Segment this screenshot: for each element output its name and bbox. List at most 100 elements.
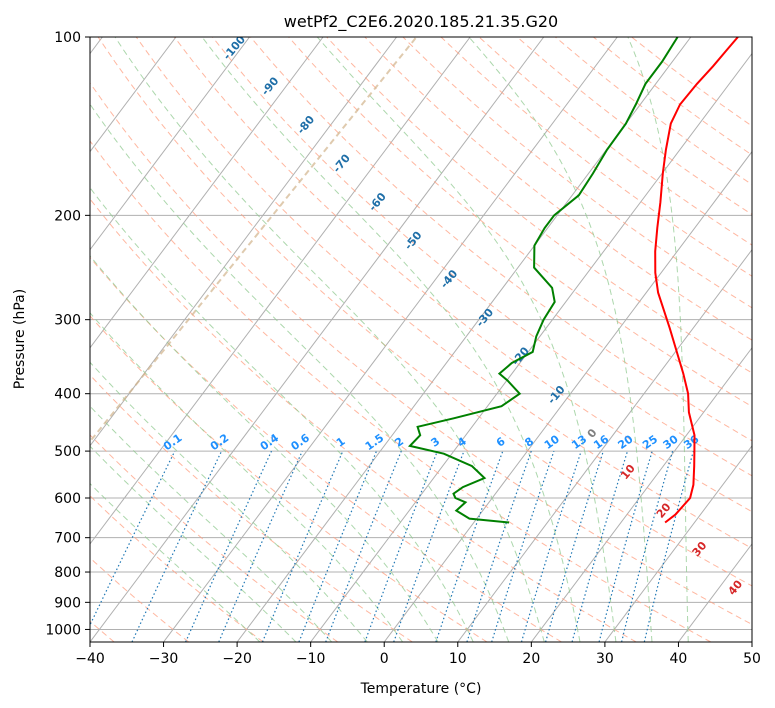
mixing-ratio-label: 30 bbox=[661, 432, 681, 452]
moist-adiabat-line bbox=[90, 255, 439, 642]
mixing-ratio-line bbox=[545, 450, 604, 642]
isotherm-line bbox=[90, 37, 177, 153]
mixing-ratio-label: 2 bbox=[392, 435, 406, 450]
x-tick-label: 50 bbox=[743, 651, 761, 667]
dry-adiabat-label: -70 bbox=[330, 151, 353, 175]
dry-adiabat-line bbox=[90, 434, 339, 642]
mixing-ratio-line bbox=[621, 450, 674, 642]
moist-adiabat-line bbox=[468, 37, 653, 642]
mixing-ratio-line bbox=[598, 450, 653, 642]
mixing-ratio-label: 10 bbox=[542, 432, 562, 452]
x-tick-label: −30 bbox=[149, 651, 179, 667]
mixing-ratio-label: 20 bbox=[616, 432, 636, 452]
isotherm-line bbox=[163, 37, 618, 642]
isotherm-line bbox=[90, 37, 398, 447]
dry-adiabat-line bbox=[173, 37, 752, 513]
dry-adiabat-line bbox=[288, 37, 752, 408]
isotherm-line bbox=[383, 150, 752, 642]
isotherm-line bbox=[530, 346, 752, 642]
dry-adiabat-label: 10 bbox=[618, 462, 638, 482]
x-tick-label: 0 bbox=[380, 651, 389, 667]
reference-curve bbox=[90, 37, 418, 444]
moist-adiabat-line bbox=[90, 482, 261, 642]
mixing-ratio-label: 6 bbox=[494, 435, 508, 450]
dry-adiabat-line bbox=[516, 37, 752, 216]
mixing-ratio-line bbox=[364, 450, 438, 642]
mixing-ratio-line bbox=[393, 450, 465, 642]
mixing-ratio-label: 1 bbox=[334, 435, 348, 450]
mixing-ratio-label: 0.2 bbox=[208, 431, 231, 453]
x-tick-label: −40 bbox=[75, 651, 105, 667]
chart-title: wetPf2_C2E6.2020.185.21.35.G20 bbox=[284, 12, 558, 32]
dewpoint-profile bbox=[407, 37, 679, 524]
mixing-ratio-line bbox=[491, 450, 555, 642]
dry-adiabat-label: -20 bbox=[509, 344, 532, 368]
dry-adiabat-label: -40 bbox=[438, 267, 461, 291]
dry-adiabat-label: -80 bbox=[295, 113, 318, 137]
dry-adiabat-label: -90 bbox=[259, 74, 282, 98]
dry-adiabat-label: 30 bbox=[690, 539, 710, 559]
x-tick-label: −10 bbox=[296, 651, 326, 667]
y-axis-title: Pressure (hPa) bbox=[12, 289, 28, 389]
moist-adiabat-line bbox=[114, 37, 545, 642]
mixing-ratio-label: 25 bbox=[640, 433, 660, 452]
mixing-ratio-line bbox=[466, 450, 532, 642]
x-tick-label: 30 bbox=[596, 651, 614, 667]
dry-adiabat-line bbox=[212, 37, 752, 477]
dry-adiabat-line bbox=[135, 37, 752, 549]
dry-adiabat-label: -30 bbox=[473, 306, 496, 330]
moist-adiabat-line bbox=[201, 37, 581, 642]
moist-adiabat-line bbox=[316, 37, 617, 642]
dry-adiabat-label: -60 bbox=[366, 190, 389, 214]
moist-adiabat-line bbox=[627, 37, 689, 642]
mixing-ratio-line bbox=[520, 450, 582, 642]
isotherm-line bbox=[90, 37, 324, 349]
x-tick-label: 20 bbox=[522, 651, 540, 667]
isotherm-line bbox=[90, 37, 545, 642]
y-tick-label: 700 bbox=[54, 531, 81, 547]
isotherm-line bbox=[457, 248, 752, 642]
y-tick-label: 900 bbox=[54, 595, 81, 611]
isotherm-line bbox=[604, 445, 752, 642]
moist-adiabat-line bbox=[90, 361, 368, 642]
moist-adiabat-line bbox=[90, 186, 474, 642]
y-tick-label: 100 bbox=[54, 30, 81, 46]
mixing-ratio-line bbox=[185, 450, 273, 642]
y-tick-label: 600 bbox=[54, 491, 81, 507]
y-tick-label: 800 bbox=[54, 565, 81, 581]
dry-adiabat-line bbox=[402, 37, 752, 309]
dry-adiabat-line bbox=[478, 37, 752, 246]
mixing-ratio-line bbox=[218, 450, 303, 642]
x-tick-label: 40 bbox=[670, 651, 688, 667]
axes: −40 −30 −20 −10 0 10 20 30 40 5010020030040050060… bbox=[45, 30, 761, 667]
temperature-profile bbox=[654, 37, 739, 524]
mixing-ratio-line bbox=[435, 450, 504, 642]
moist-adiabat-line bbox=[90, 103, 510, 642]
dry-adiabat-line bbox=[90, 256, 562, 642]
y-tick-label: 1000 bbox=[45, 622, 81, 638]
x-tick-label: 10 bbox=[449, 651, 467, 667]
plot-frame bbox=[89, 36, 753, 643]
y-tick-label: 400 bbox=[54, 387, 81, 403]
mixing-ratio-label: 0.6 bbox=[289, 431, 313, 453]
mixing-ratio-line bbox=[325, 450, 402, 642]
y-tick-label: 300 bbox=[54, 313, 81, 329]
mixing-ratio-line bbox=[90, 450, 176, 627]
dry-adiabat-line bbox=[554, 37, 752, 186]
dry-adiabat-line bbox=[250, 37, 752, 442]
mixing-ratio-line bbox=[261, 450, 344, 642]
moist-adiabat-line bbox=[90, 405, 333, 642]
y-tick-label: 500 bbox=[54, 444, 81, 460]
dry-adiabat-label: -10 bbox=[545, 383, 568, 407]
mixing-ratio-line bbox=[643, 450, 694, 642]
dry-adiabat-line bbox=[90, 495, 264, 642]
mixing-ratio-line bbox=[298, 450, 378, 642]
dry-adiabat-line bbox=[90, 374, 413, 642]
dry-adiabat-line bbox=[440, 37, 752, 277]
x-tick-label: −20 bbox=[222, 651, 252, 667]
moist-adiabat-line bbox=[90, 312, 404, 642]
mixing-ratio-label: 1.5 bbox=[363, 431, 386, 453]
x-axis-title: Temperature (°C) bbox=[360, 681, 482, 697]
dry-adiabat-label: -50 bbox=[402, 229, 425, 253]
